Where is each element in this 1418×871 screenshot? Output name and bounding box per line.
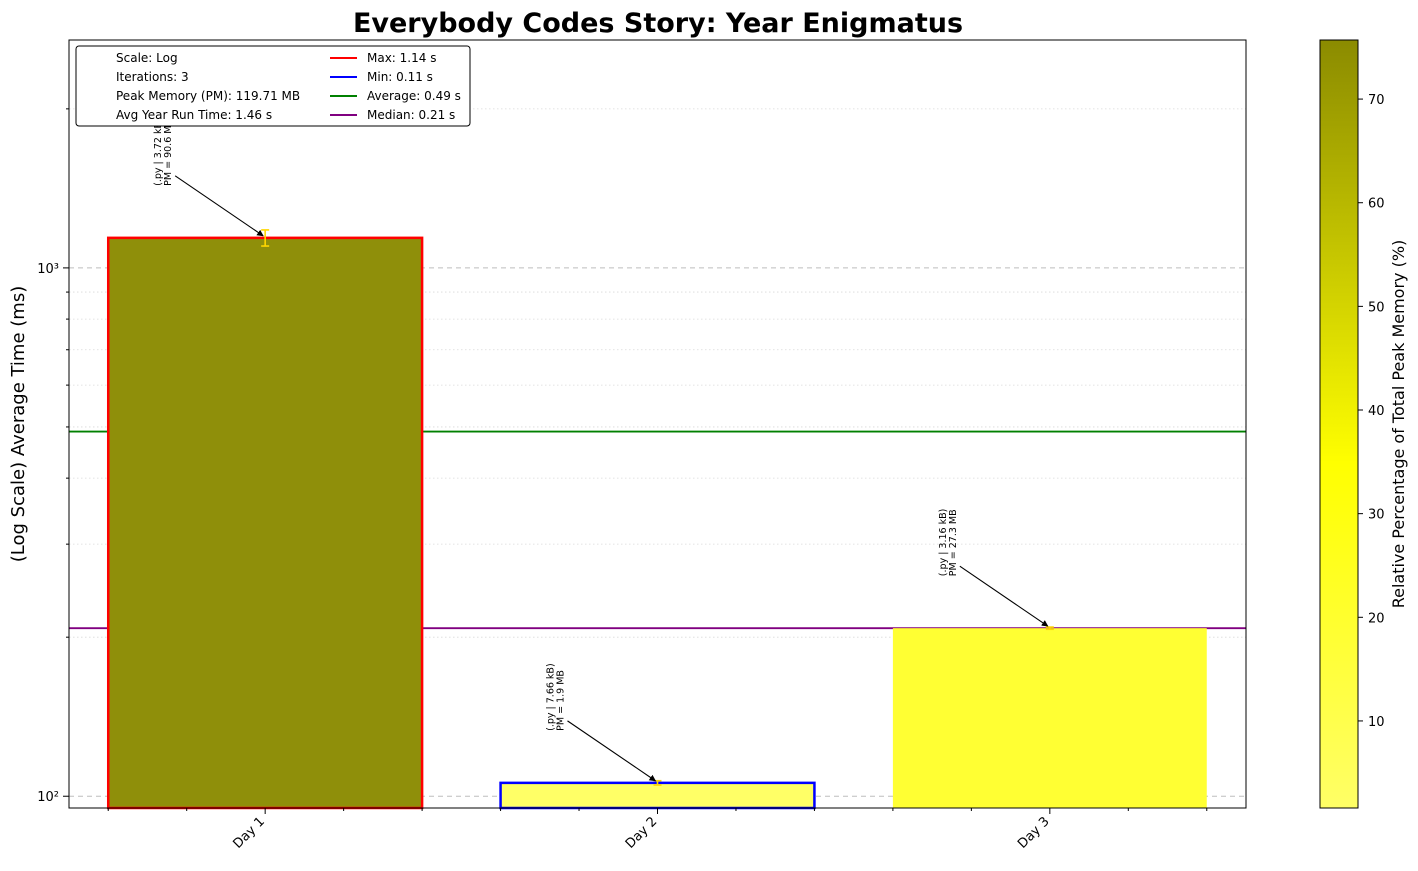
- y-tick-label: 10²: [37, 790, 59, 805]
- legend-line-label: Median: 0.21 s: [367, 108, 455, 122]
- legend-info-text: Peak Memory (PM): 119.71 MB: [116, 89, 300, 103]
- legend-info-text: Scale: Log: [116, 51, 178, 65]
- bar-layer: [106, 229, 1207, 810]
- legend-line-label: Max: 1.14 s: [367, 51, 436, 65]
- bar: [106, 236, 424, 810]
- legend-info-text: Iterations: 3: [116, 70, 189, 84]
- annotation-peak-memory: PM = 90.6 MB: [163, 119, 174, 186]
- chart-title: Everybody Codes Story: Year Enigmatus: [353, 8, 963, 39]
- annotation-arrow: [567, 720, 657, 782]
- legend-line-label: Min: 0.11 s: [367, 70, 433, 84]
- annotation-file-info: (.py | 7.66 kB): [546, 663, 557, 731]
- legend-info-text: Avg Year Run Time: 1.46 s: [116, 108, 272, 122]
- annotation-peak-memory: PM = 27.3 MB: [948, 509, 959, 576]
- annotation-file-info: (.py | 3.72 kB): [153, 118, 164, 186]
- annotation-file-info: (.py | 3.16 kB): [938, 509, 949, 577]
- colorbar-tick-label: 20: [1368, 611, 1385, 626]
- legend: Scale: Log Iterations: 3 Peak Memory (PM):…: [75, 45, 471, 127]
- colorbar-label: Relative Percentage of Total Peak Memory…: [1389, 240, 1408, 609]
- annotation-layer: (.py | 3.72 kB) PM = 90.6 MB (.py | 7.66 k…: [153, 118, 1049, 782]
- annotation-arrow: [174, 175, 264, 237]
- annotation-label: (.py | 3.72 kB) PM = 90.6 MB: [153, 118, 174, 186]
- x-tick-label: Day 1: [230, 814, 268, 852]
- annotation-label: (.py | 3.16 kB) PM = 27.3 MB: [938, 509, 959, 577]
- annotation-peak-memory: PM = 1.9 MB: [556, 670, 567, 731]
- colorbar-tick-label: 10: [1368, 715, 1385, 730]
- x-tick-label: Day 3: [1015, 814, 1053, 852]
- bar: [499, 781, 816, 810]
- annotation-label: (.py | 7.66 kB) PM = 1.9 MB: [546, 663, 567, 731]
- colorbar-tick-label: 60: [1368, 197, 1385, 212]
- colorbar-gradient: [1319, 39, 1359, 809]
- bar: [892, 628, 1207, 808]
- colorbar-tick-label: 50: [1368, 300, 1385, 315]
- y-axis-label: (Log Scale) Average Time (ms): [8, 286, 29, 562]
- colorbar-tick-label: 40: [1368, 404, 1385, 419]
- y-tick-label: 10³: [37, 262, 59, 277]
- colorbar-tick-label: 30: [1368, 508, 1385, 523]
- legend-line-label: Average: 0.49 s: [367, 89, 461, 103]
- x-tick-label: Day 2: [623, 814, 661, 852]
- colorbar: Relative Percentage of Total Peak Memory…: [1319, 39, 1408, 809]
- colorbar-tick-label: 70: [1368, 93, 1385, 108]
- legend-box: [75, 45, 471, 127]
- annotation-arrow: [959, 565, 1049, 627]
